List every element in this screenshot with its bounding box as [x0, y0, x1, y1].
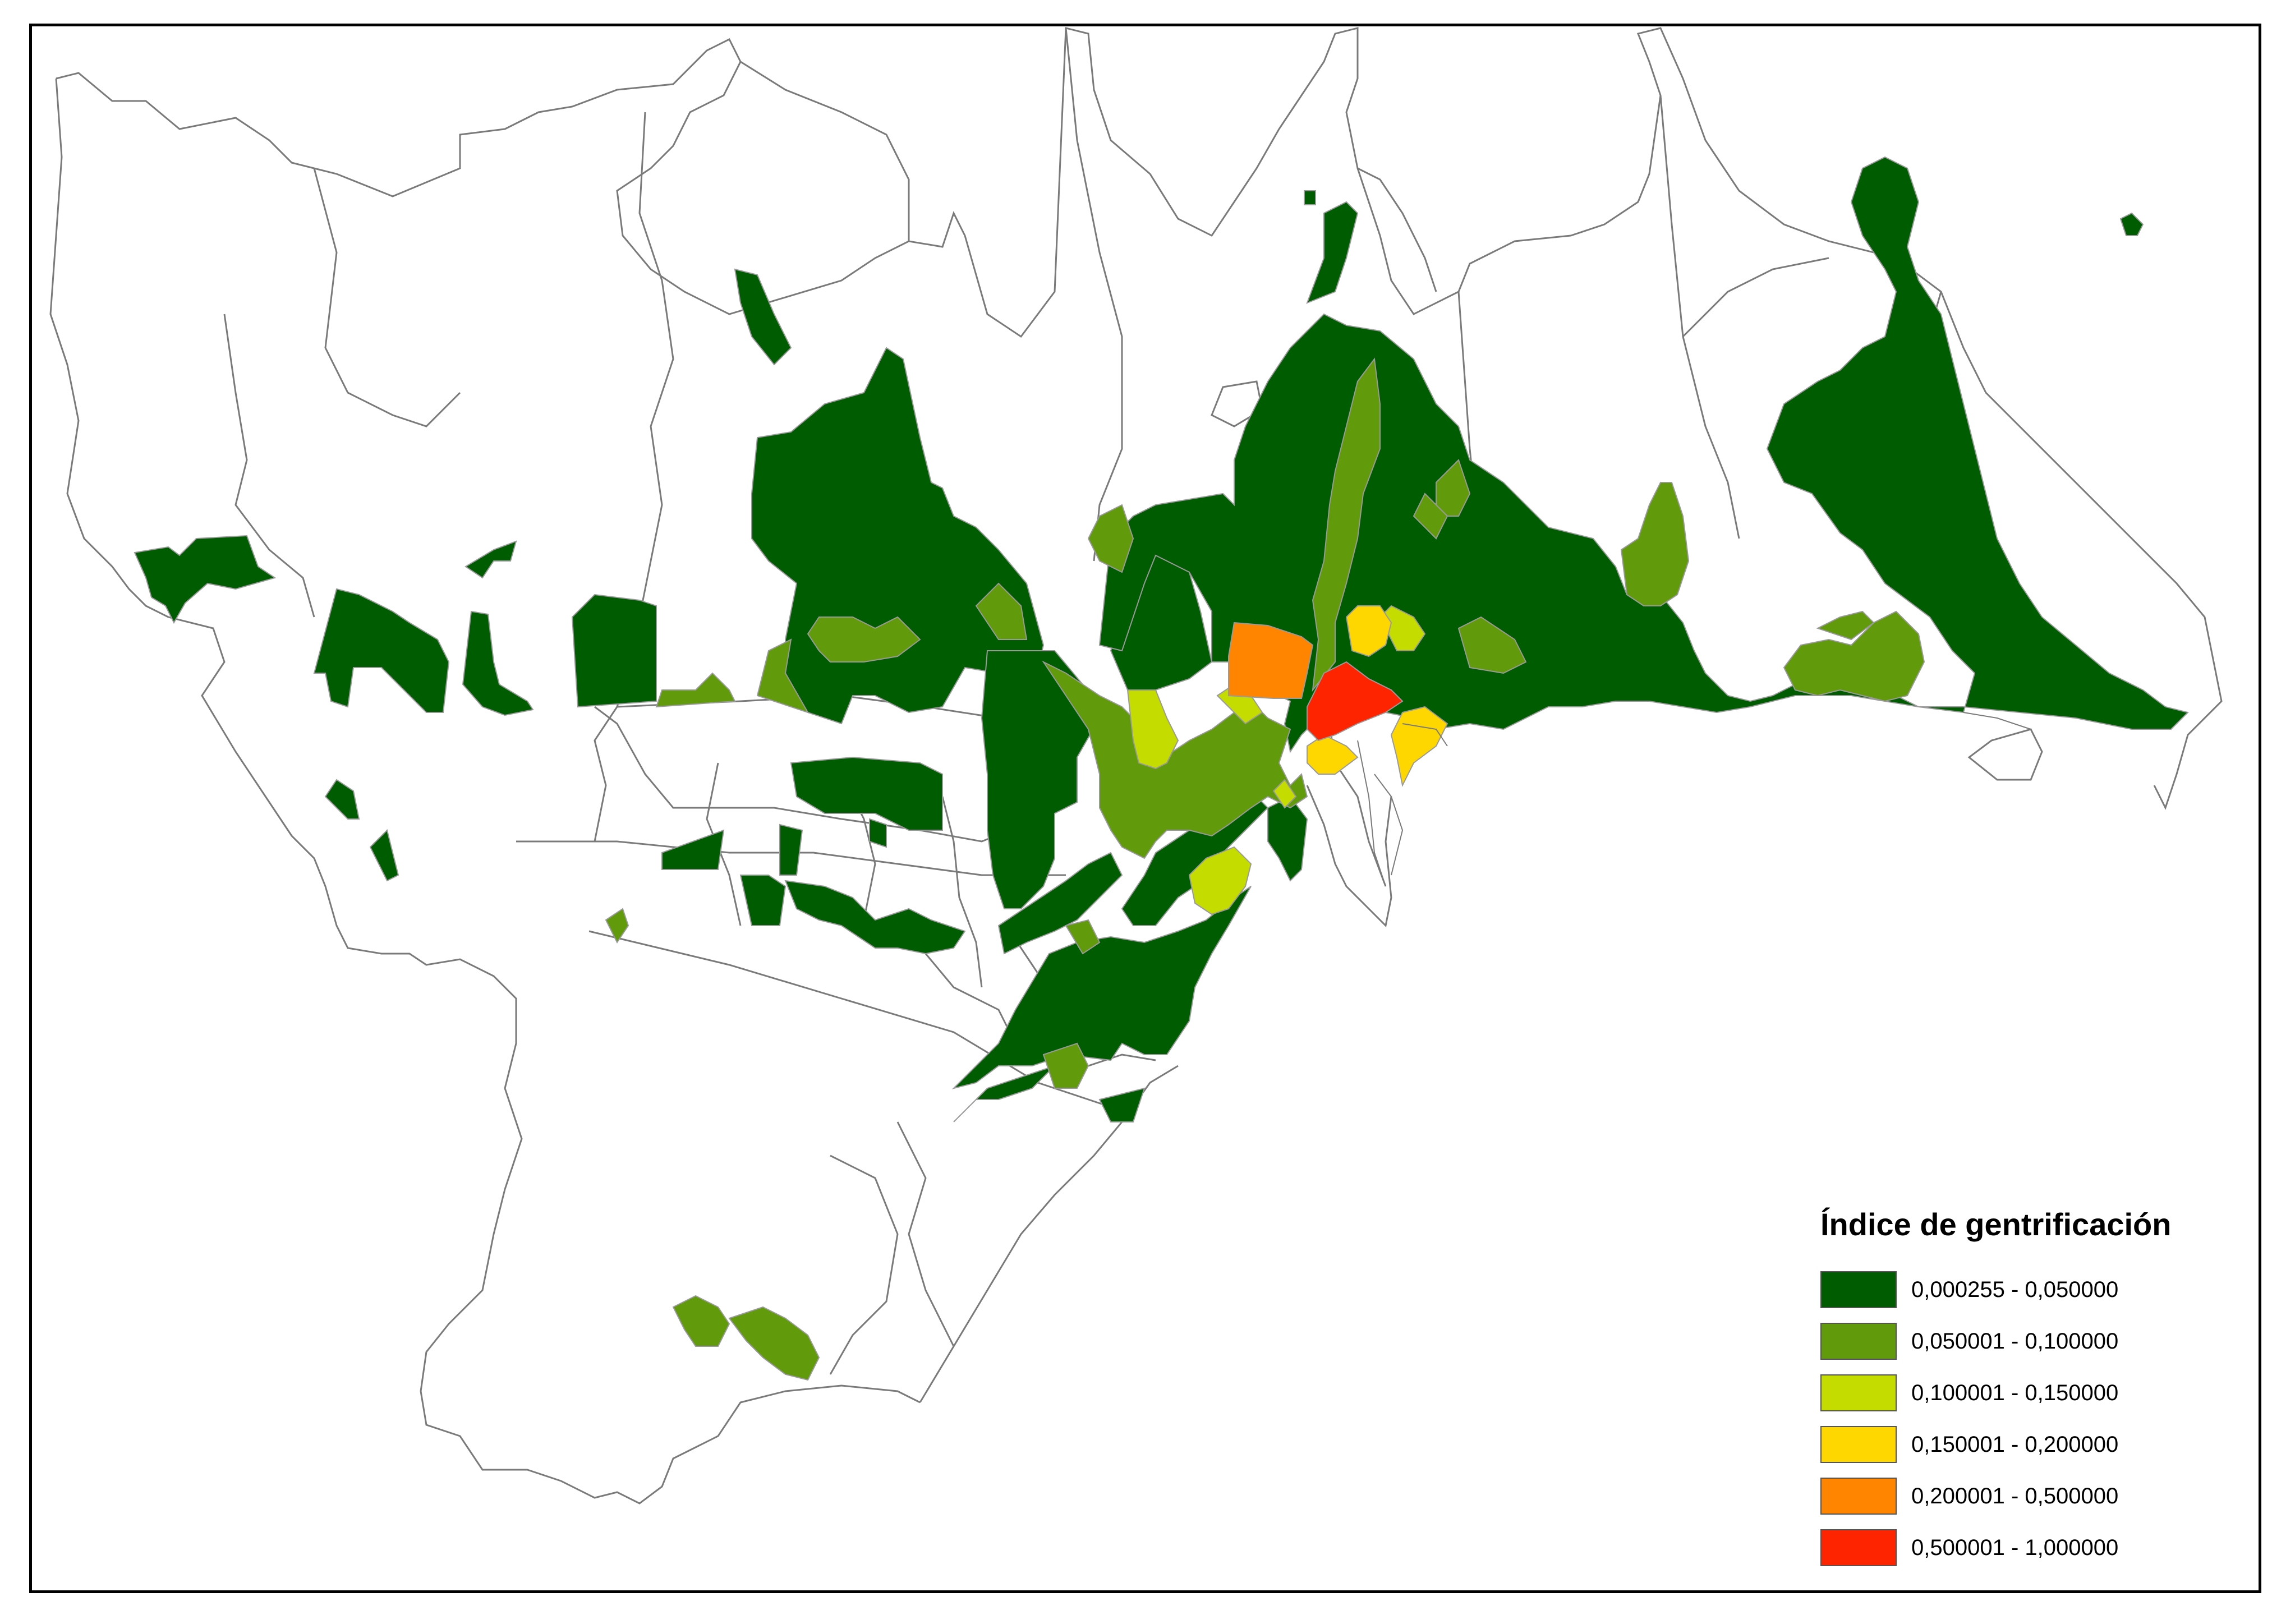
legend-label: 0,050001 - 0,100000	[1911, 1328, 2119, 1354]
legend-item: 0,200001 - 0,500000	[1820, 1470, 2247, 1522]
legend-label: 0,150001 - 0,200000	[1911, 1432, 2119, 1457]
class-4-areas	[1307, 605, 1448, 788]
legend-swatch	[1820, 1374, 1897, 1411]
legend-swatch	[1820, 1426, 1897, 1463]
map-legend: Índice de gentrificación 0,000255 - 0,05…	[1820, 1209, 2247, 1574]
legend-label: 0,200001 - 0,500000	[1911, 1483, 2119, 1508]
class-5-areas	[1228, 622, 1314, 699]
class-6-areas	[1307, 661, 1404, 742]
legend-title: Índice de gentrificación	[1820, 1207, 2172, 1242]
legend-swatch	[1820, 1271, 1897, 1308]
class-1-areas	[134, 156, 2189, 1122]
port-outline	[1357, 712, 2031, 887]
legend-item: 0,000255 - 0,050000	[1820, 1264, 2247, 1315]
legend-swatch	[1820, 1323, 1897, 1360]
legend-item: 0,050001 - 0,100000	[1820, 1315, 2247, 1367]
legend-item: 0,150001 - 0,200000	[1820, 1419, 2247, 1470]
class-3-areas	[1126, 605, 1426, 915]
legend-swatch	[1820, 1529, 1897, 1566]
legend-item: 0,500001 - 1,000000	[1820, 1522, 2247, 1574]
legend-label: 0,500001 - 1,000000	[1911, 1535, 2119, 1560]
legend-label: 0,000255 - 0,050000	[1911, 1277, 2119, 1302]
legend-label: 0,100001 - 0,150000	[1911, 1380, 2119, 1405]
legend-swatch	[1820, 1478, 1897, 1515]
legend-item: 0,100001 - 0,150000	[1820, 1367, 2247, 1419]
